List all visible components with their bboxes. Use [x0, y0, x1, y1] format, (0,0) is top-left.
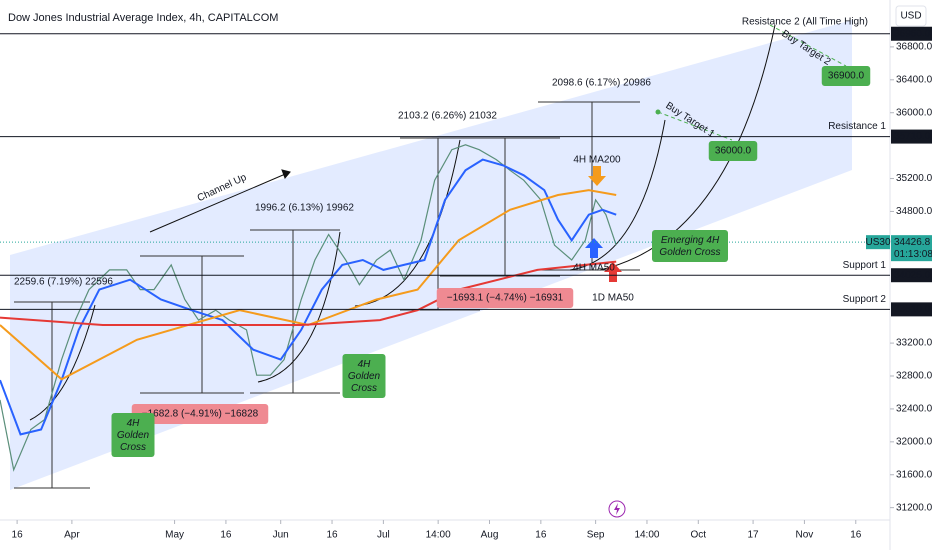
annotation-text: 4H Golden Cross	[117, 418, 150, 453]
annotation: 4H Golden Cross	[342, 354, 386, 398]
moving-average	[0, 189, 617, 381]
annotation: −1693.1 (−4.74%) −16931	[436, 288, 574, 308]
annotation-text: 4H MA200	[573, 155, 621, 166]
last-price-box	[891, 235, 932, 262]
annotation: 36900.0	[821, 66, 871, 86]
level-price-box	[891, 129, 932, 144]
annotation: 4H MA200	[573, 155, 621, 166]
x-tick-label: Jul	[377, 530, 390, 541]
x-tick-label: 14:00	[426, 530, 451, 541]
level-price-box	[891, 26, 932, 41]
target-lines	[657, 24, 847, 141]
annotation-text: 36000.0	[715, 146, 752, 157]
last-price: 34426.8	[894, 237, 931, 248]
level-name: Support 2	[843, 294, 887, 305]
chart-title: Dow Jones Industrial Average Index, 4h, …	[8, 12, 278, 24]
annotation-text: −1693.1 (−4.74%) −16931	[447, 293, 564, 304]
level-price: 35710.0	[894, 131, 931, 142]
annotation: 2098.6 (6.17%) 20986	[552, 78, 651, 89]
x-tick-label: 16	[220, 530, 232, 541]
annotation: 1996.2 (6.13%) 19962	[255, 203, 354, 214]
annotation-box	[652, 230, 728, 262]
annotation-text: 1996.2 (6.13%) 19962	[255, 203, 354, 214]
level-price: 36960.0	[894, 28, 931, 39]
symbol: US30	[865, 237, 890, 248]
y-tick-label: 34800.0	[896, 206, 932, 217]
measure-brackets	[14, 101, 640, 489]
symbol-box	[866, 235, 890, 250]
annotation: −1682.8 (−4.91%) −16828	[131, 404, 269, 424]
annotation-text: 1D MA50	[592, 293, 634, 304]
annotation-text: 4H MA50	[573, 263, 615, 274]
annotation-box	[821, 66, 871, 86]
annotation: 4H Golden Cross	[111, 413, 155, 457]
currency[interactable]: USD	[900, 11, 921, 22]
x-tick-label: Jun	[273, 530, 289, 541]
level-price-box	[891, 268, 932, 283]
annotation-box	[342, 354, 386, 398]
x-tick-label: Aug	[481, 530, 499, 541]
moving-average	[0, 158, 617, 436]
target-dot	[655, 109, 661, 115]
annotation-box	[111, 413, 155, 457]
x-tick-label: 16	[12, 530, 24, 541]
y-tick-label: 36800.0	[896, 42, 932, 53]
x-tick-label: Nov	[796, 530, 814, 541]
annotation-box	[708, 141, 758, 161]
x-tick-label: May	[165, 530, 184, 541]
annotation-text: 2103.2 (6.26%) 21032	[398, 111, 497, 122]
x-tick-label: 16	[326, 530, 338, 541]
annotation-text: 2098.6 (6.17%) 20986	[552, 78, 651, 89]
level-name: Resistance 2 (All Time High)	[742, 16, 868, 27]
y-tick-label: 36400.0	[896, 74, 932, 85]
level-name: Resistance 1	[828, 121, 886, 132]
y-tick-label: 32000.0	[896, 436, 932, 447]
x-tick-label: 14:00	[634, 530, 659, 541]
price-line	[0, 144, 617, 472]
x-tick-label: 16	[850, 530, 862, 541]
y-tick-label: 32400.0	[896, 404, 932, 415]
level-name: Support 1	[843, 260, 887, 271]
annotation-box	[436, 288, 574, 308]
lightning-icon	[608, 500, 626, 518]
annotation: 36000.0	[708, 141, 758, 161]
moving-average	[0, 260, 617, 326]
y-tick-label: 31200.0	[896, 502, 932, 513]
level-price: 33610.0	[894, 304, 931, 315]
x-tick-label: Oct	[691, 530, 707, 541]
annotation: 2103.2 (6.26%) 21032	[398, 111, 497, 122]
annotation-text: 36900.0	[828, 71, 865, 82]
y-tick-label: 33200.0	[896, 338, 932, 349]
x-tick-label: Apr	[64, 530, 80, 541]
countdown: 01:13:08	[894, 249, 932, 260]
x-tick-label: 16	[535, 530, 547, 541]
y-tick-label: 32800.0	[896, 371, 932, 382]
level-price-box	[891, 302, 932, 317]
annotation-text: 4H Golden Cross	[348, 359, 381, 394]
arrows	[585, 166, 622, 282]
annotation-text: 2259.6 (7.19%) 22596	[14, 277, 113, 288]
annotation-box	[131, 404, 269, 424]
y-tick-label: 36000.0	[896, 107, 932, 118]
currency-box[interactable]	[895, 5, 927, 27]
channel	[10, 20, 852, 490]
y-tick-label: 35200.0	[896, 173, 932, 184]
x-tick-label: 17	[748, 530, 760, 541]
x-tick-label: Sep	[587, 530, 605, 541]
annotation-text: Emerging 4H Golden Cross	[659, 235, 720, 258]
annotation: Emerging 4H Golden Cross	[652, 230, 728, 262]
level-price: 34025.0	[894, 270, 931, 281]
annotation: 2259.6 (7.19%) 22596	[14, 277, 113, 288]
y-tick-label: 31600.0	[896, 469, 932, 480]
annotation: 1D MA50	[592, 293, 634, 304]
annotation: 4H MA50	[573, 263, 615, 274]
annotation-text: −1682.8 (−4.91%) −16828	[142, 409, 259, 420]
